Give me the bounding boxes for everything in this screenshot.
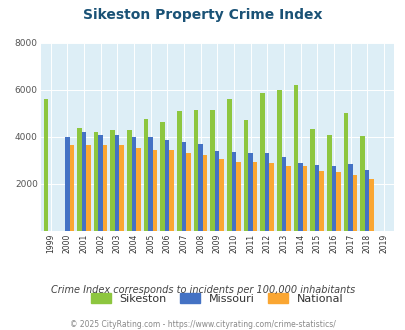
Bar (269, 163, 273, 231)
Bar (65, 137, 69, 231)
Bar (260, 93, 264, 231)
Legend: Sikeston, Missouri, National: Sikeston, Missouri, National (90, 293, 343, 304)
Bar (86, 145, 90, 231)
Bar (44, 99, 48, 231)
Bar (302, 166, 307, 231)
Bar (219, 159, 224, 231)
Bar (77, 128, 81, 231)
Bar (335, 172, 340, 231)
Bar (277, 90, 281, 231)
Bar (102, 145, 107, 231)
Bar (81, 132, 86, 231)
Bar (231, 152, 236, 231)
Bar (94, 132, 98, 231)
Bar (243, 120, 248, 231)
Bar (110, 130, 115, 231)
Text: © 2025 CityRating.com - https://www.cityrating.com/crime-statistics/: © 2025 CityRating.com - https://www.city… (70, 320, 335, 329)
Bar (360, 136, 364, 231)
Bar (202, 154, 207, 231)
Bar (164, 141, 169, 231)
Bar (364, 170, 369, 231)
Bar (198, 144, 202, 231)
Bar (252, 162, 257, 231)
Bar (115, 135, 119, 231)
Bar (298, 163, 302, 231)
Bar (319, 171, 323, 231)
Bar (281, 157, 286, 231)
Bar (352, 175, 356, 231)
Bar (210, 110, 214, 231)
Bar (131, 137, 136, 231)
Bar (148, 137, 152, 231)
Bar (236, 162, 240, 231)
Bar (143, 119, 148, 231)
Bar (119, 145, 124, 231)
Bar (214, 151, 219, 231)
Bar (169, 150, 174, 231)
Bar (185, 153, 190, 231)
Bar (181, 142, 185, 231)
Bar (69, 145, 74, 231)
Bar (286, 166, 290, 231)
Bar (326, 135, 331, 231)
Bar (127, 130, 131, 231)
Bar (343, 114, 347, 231)
Bar (226, 99, 231, 231)
Bar (331, 166, 335, 231)
Bar (369, 179, 373, 231)
Bar (193, 110, 198, 231)
Bar (293, 85, 298, 231)
Bar (160, 122, 164, 231)
Bar (136, 148, 140, 231)
Bar (264, 153, 269, 231)
Bar (314, 165, 319, 231)
Bar (152, 150, 157, 231)
Bar (310, 129, 314, 231)
Text: Sikeston Property Crime Index: Sikeston Property Crime Index (83, 8, 322, 22)
Bar (347, 164, 352, 231)
Bar (98, 135, 102, 231)
Bar (177, 111, 181, 231)
Text: Crime Index corresponds to incidents per 100,000 inhabitants: Crime Index corresponds to incidents per… (51, 285, 354, 295)
Bar (248, 153, 252, 231)
